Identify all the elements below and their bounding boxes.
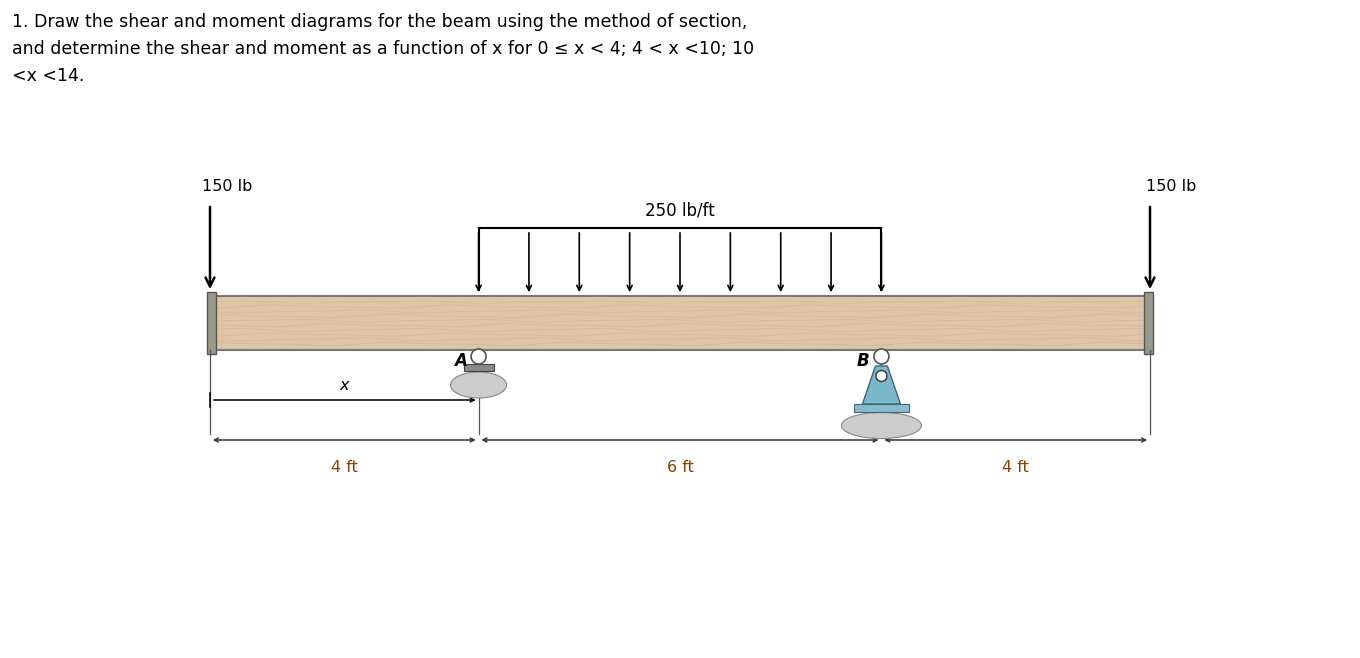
Text: B: B [857,352,869,370]
Circle shape [876,370,887,382]
Text: x: x [340,378,350,393]
Bar [1144,292,1153,354]
Circle shape [874,349,889,364]
Bar [209,296,1151,350]
Text: 1. Draw the shear and moment diagrams for the beam using the method of section,: 1. Draw the shear and moment diagrams fo… [12,13,748,31]
Text: 4 ft: 4 ft [1002,460,1030,475]
Text: and determine the shear and moment as a function of x for 0 ≤ x < 4; 4 < x <10; : and determine the shear and moment as a … [12,40,755,58]
Bar [209,296,1151,350]
Bar [207,292,216,354]
Text: A: A [454,352,466,370]
Bar [464,364,494,371]
Text: 4 ft: 4 ft [330,460,358,475]
Text: 250 lb/ft: 250 lb/ft [645,201,715,219]
Circle shape [471,349,486,364]
Bar [854,404,908,411]
Polygon shape [862,366,900,404]
Text: 6 ft: 6 ft [666,460,694,475]
Ellipse shape [842,413,922,438]
Text: 150 lb: 150 lb [203,179,253,194]
Ellipse shape [450,372,506,398]
Text: <x <14.: <x <14. [12,67,84,85]
Text: 150 lb: 150 lb [1146,179,1197,194]
